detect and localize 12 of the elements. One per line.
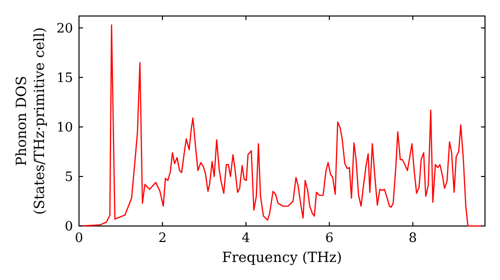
x-tick-label: 2	[158, 231, 167, 246]
x-tick-label: 6	[325, 231, 334, 246]
x-tick-label: 8	[408, 231, 417, 246]
y-tick-label: 20	[56, 21, 73, 36]
y-tick-label: 15	[56, 70, 73, 86]
x-tick-label: 4	[242, 231, 250, 246]
x-tick-label: 0	[74, 231, 84, 246]
x-axis-title: Frequency (THz)	[222, 250, 342, 266]
y-axis-title: Phonon DOS (States/THz·primitive cell)	[14, 27, 48, 215]
y-tick-label: 0	[64, 220, 73, 234]
y-tick-label: 10	[56, 120, 73, 136]
y-tick-label: 5	[64, 170, 73, 185]
